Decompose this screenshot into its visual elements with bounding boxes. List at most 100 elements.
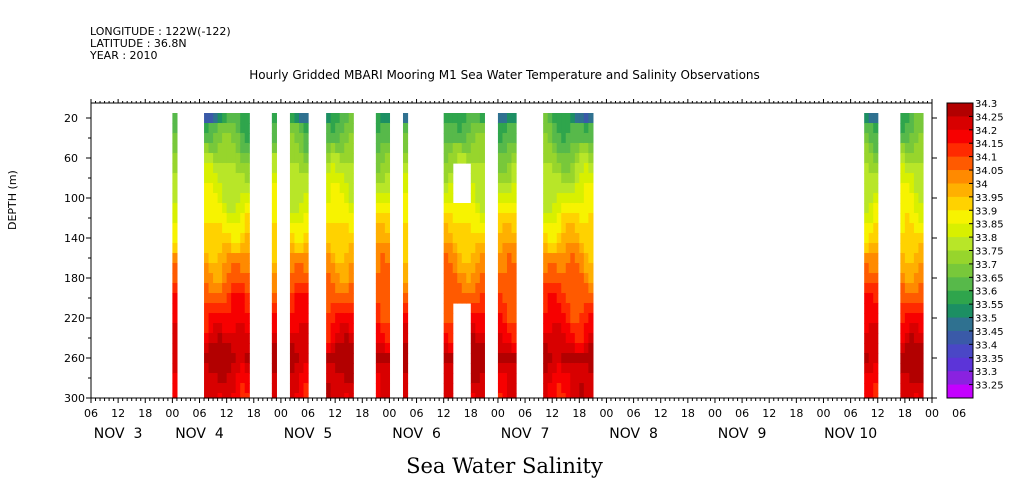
heatmap-cell [900,133,906,144]
heatmap-cell [348,353,354,364]
heatmap-cell [217,293,223,304]
heatmap-cell [497,293,504,304]
heatmap-cell [583,253,589,264]
heatmap-cell [900,213,906,224]
heatmap-cell [556,303,562,314]
heatmap-cell [565,163,571,174]
heatmap-cell [470,353,476,364]
heatmap-cell [172,283,178,294]
heatmap-cell [588,173,594,184]
heatmap-cell [479,373,485,384]
heatmap-cell [448,373,454,384]
heatmap-cell [375,373,381,384]
heatmap-cell [913,223,920,234]
heatmap-cell [402,313,409,324]
variable-title: Sea Water Salinity [406,454,603,478]
heatmap-cell [909,273,915,284]
heatmap-cell [294,323,300,334]
heatmap-cell [900,223,906,234]
heatmap-cell [226,313,232,324]
heatmap-cell [502,153,508,164]
heatmap-cell [579,223,585,234]
x-tick-label: 06 [301,407,315,420]
heatmap-cell [561,193,567,204]
heatmap-cell [873,113,879,124]
heatmap-cell [552,243,558,254]
heatmap-cell [556,133,562,144]
heatmap-cell [335,363,341,374]
heatmap-cell [344,203,350,214]
heatmap-cell [909,263,915,274]
heatmap-cell [303,113,309,124]
heatmap-cell [543,133,549,144]
heatmap-cell [506,113,513,124]
x-tick-label: 12 [111,407,125,420]
heatmap-cell [326,313,332,324]
heatmap-cell [235,333,241,344]
heatmap-cell [330,153,336,164]
heatmap-cell [552,213,558,224]
heatmap-cell [918,203,924,214]
heatmap-cell [561,303,567,314]
heatmap-cell [913,393,920,399]
heatmap-cell [271,333,277,344]
heatmap-cell [344,143,350,154]
x-tick-label: 12 [871,407,885,420]
heatmap-cell [213,213,219,224]
heatmap-cell [235,293,241,304]
heatmap-cell [574,293,580,304]
heatmap-cell [172,313,178,324]
heatmap-cell [552,143,558,154]
heatmap-cell [448,393,454,399]
heatmap-cell [868,123,874,134]
heatmap-cell [335,193,341,204]
heatmap-cell [298,153,305,164]
heatmap-cell [543,263,549,274]
heatmap-cell [457,243,463,254]
heatmap-cell [909,393,915,399]
heatmap-cell [556,353,562,364]
heatmap-cell [231,123,237,134]
heatmap-cell [570,383,576,394]
heatmap-cell [556,113,562,124]
heatmap-cell [448,123,454,134]
heatmap-cell [543,223,549,234]
heatmap-cell [570,143,576,154]
heatmap-cell [588,313,594,324]
heatmap-cell [904,183,910,194]
y-tick-label: 260 [64,352,85,365]
x-tick-label: 18 [572,407,586,420]
heatmap-cell [913,113,920,124]
heatmap-cell [172,233,178,244]
heatmap-cell [348,113,354,124]
heatmap-cell [217,393,223,399]
heatmap-cell [511,133,517,144]
heatmap-cell [497,283,504,294]
heatmap-cell [231,363,237,374]
heatmap-cell [497,343,504,354]
heatmap-cell [511,153,517,164]
heatmap-cell [226,143,232,154]
heatmap-cell [864,203,870,214]
heatmap-cell [909,233,915,244]
heatmap-cell [864,303,870,314]
heatmap-cell [204,303,210,314]
x-tick-label: 00 [816,407,830,420]
year-label: YEAR : 2010 [90,49,158,62]
x-tick-label: 18 [355,407,369,420]
heatmap-cell [208,313,214,324]
heatmap-cell [443,253,449,264]
heatmap-cell [326,303,332,314]
heatmap-cell [402,393,409,399]
heatmap-cell [497,133,504,144]
x-tick-label: 12 [220,407,234,420]
heatmap-cell [303,383,309,394]
heatmap-cell [204,203,210,214]
heatmap-cell [543,233,549,244]
heatmap-cell [294,393,300,399]
heatmap-cell [873,333,879,344]
heatmap-cell [588,143,594,154]
heatmap-cell [904,203,910,214]
heatmap-cell [565,373,571,384]
heatmap-cell [217,183,223,194]
